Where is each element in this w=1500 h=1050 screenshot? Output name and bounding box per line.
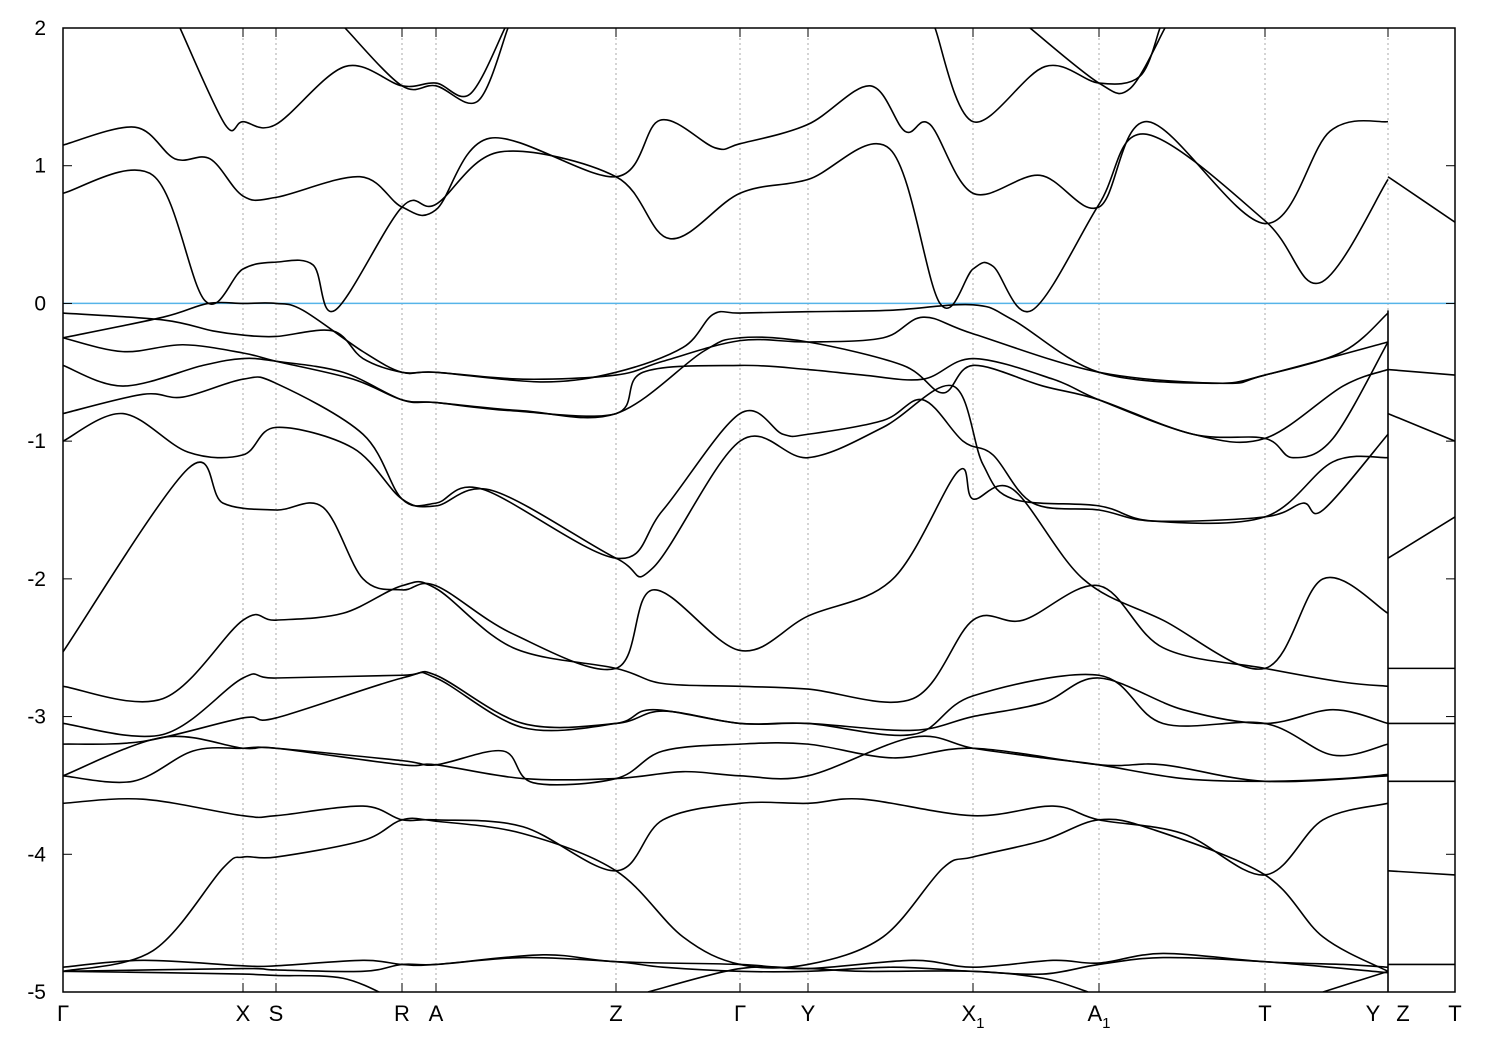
k-point-label: A1 xyxy=(1087,1001,1110,1032)
band-line-33 xyxy=(1322,970,1389,992)
band-line-32 xyxy=(647,965,1089,992)
k-point-gridlines xyxy=(242,28,1389,992)
band-line-6 xyxy=(1029,28,1166,95)
k-point-label: Z xyxy=(609,1001,622,1026)
band-line-30 xyxy=(63,956,1389,976)
band-line-9 xyxy=(63,312,1389,385)
band-line-19 xyxy=(63,580,1389,704)
k-point-label: T xyxy=(1258,1001,1271,1026)
band-line-23 xyxy=(63,735,1389,783)
band-line-27 xyxy=(63,817,1389,973)
k-point-label: T xyxy=(1448,1001,1461,1026)
band-line-2 xyxy=(63,85,1389,225)
y-tick-label: -2 xyxy=(27,568,46,591)
plot-frame xyxy=(62,27,1456,993)
k-point-label: X1 xyxy=(961,1001,984,1032)
band-line-14 xyxy=(63,376,1389,560)
band-line-0 xyxy=(63,133,1389,313)
bands xyxy=(63,28,1455,992)
band-line-24 xyxy=(63,741,1389,786)
k-point-label: Y xyxy=(1366,1001,1381,1026)
band-line-16 xyxy=(63,384,1389,578)
y-tick-label: 0 xyxy=(34,292,46,315)
k-point-label: Z xyxy=(1396,1001,1409,1026)
y-tick-label: -5 xyxy=(27,981,46,1004)
y-tick-label: -1 xyxy=(27,430,46,453)
band-line-31 xyxy=(63,970,381,992)
band-line-22 xyxy=(63,671,1389,746)
y-axis: 2 1 0 -1 -2 -3 -4 -5 xyxy=(27,17,1455,1004)
band-line-29 xyxy=(63,952,1389,970)
k-point-label: X xyxy=(236,1001,251,1026)
band-line-12 xyxy=(1387,516,1455,559)
band-line-4 xyxy=(344,28,509,105)
k-point-label: S xyxy=(269,1001,284,1026)
band-line-3 xyxy=(179,28,506,132)
k-point-subscript: 1 xyxy=(1102,1015,1110,1032)
k-point-label: Y xyxy=(801,1001,816,1026)
y-tick-label: -3 xyxy=(27,706,46,729)
band-line-21 xyxy=(63,670,1389,757)
band-line-7 xyxy=(63,301,1389,385)
k-point-label: A xyxy=(429,1001,444,1026)
k-point-subscript: 1 xyxy=(976,1015,984,1032)
band-line-8 xyxy=(1387,368,1455,376)
k-point-label: R xyxy=(394,1001,410,1026)
y-tick-label: 2 xyxy=(34,17,46,40)
y-tick-label: 1 xyxy=(34,155,46,178)
k-point-label: Γ xyxy=(57,1001,69,1026)
y-tick-label: -4 xyxy=(27,843,46,866)
band-line-17 xyxy=(63,461,1389,671)
k-point-label: Γ xyxy=(734,1001,746,1026)
band-line-1 xyxy=(1387,176,1455,223)
band-line-13 xyxy=(63,357,1389,444)
band-line-25 xyxy=(63,797,1389,876)
x-axis: Γ X S R A Z Γ Y X1 A1 T Y Z T xyxy=(57,28,1462,1032)
band-line-11 xyxy=(63,336,1389,459)
band-line-26 xyxy=(1387,870,1455,876)
band-line-10 xyxy=(1387,412,1455,442)
